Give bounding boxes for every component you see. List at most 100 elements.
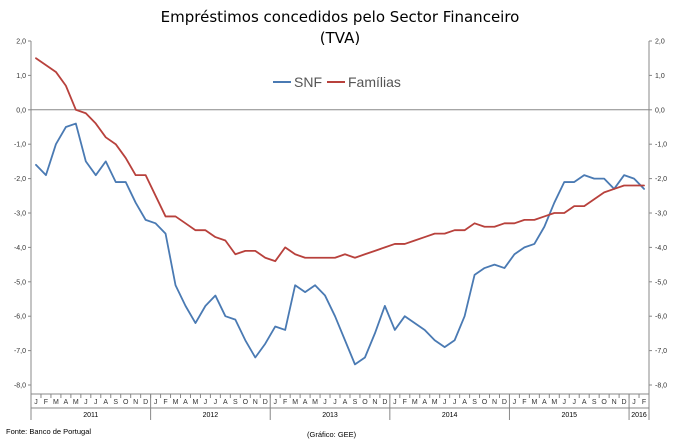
x-month-label: A <box>343 399 348 406</box>
x-month-label: S <box>472 399 477 406</box>
x-month-label: N <box>492 399 497 406</box>
x-month-label: J <box>34 399 38 406</box>
x-month-label: O <box>362 399 368 406</box>
x-month-label: J <box>563 399 567 406</box>
y-tick-label-right: 0,0 <box>655 107 665 114</box>
x-month-label: N <box>372 399 377 406</box>
x-month-label: A <box>422 399 427 406</box>
x-month-label: O <box>243 399 249 406</box>
x-month-label: J <box>333 399 337 406</box>
x-month-label: F <box>642 399 646 406</box>
y-tick-label-left: -4,0 <box>14 245 26 252</box>
x-month-label: M <box>432 399 438 406</box>
y-tick-label-right: -5,0 <box>655 279 667 286</box>
legend-label-familias: Famílias <box>348 74 401 90</box>
x-month-label: F <box>403 399 407 406</box>
x-month-label: N <box>253 399 258 406</box>
y-tick-label-left: -6,0 <box>14 314 26 321</box>
x-month-label: J <box>204 399 208 406</box>
x-year-label: 2016 <box>631 412 647 419</box>
x-month-label: D <box>143 399 148 406</box>
x-month-label: M <box>551 399 557 406</box>
x-month-label: D <box>382 399 387 406</box>
x-month-label: M <box>292 399 298 406</box>
x-year-label: 2014 <box>442 412 458 419</box>
y-tick-label-left: 1,0 <box>16 73 26 80</box>
x-month-label: D <box>622 399 627 406</box>
y-tick-label-left: 0,0 <box>16 107 26 114</box>
series-line-snf <box>35 122 645 366</box>
x-month-label: N <box>133 399 138 406</box>
y-tick-label-left: -3,0 <box>14 211 26 218</box>
x-month-label: N <box>612 399 617 406</box>
plot-area: 2,0 2,0 1,0 1,0 0,0 0,0 -1,0 -1,0 -2,0 -2,0 -3,0 -3… <box>14 39 667 420</box>
x-month-label: J <box>84 399 88 406</box>
x-month-label: M <box>193 399 199 406</box>
x-month-label: J <box>94 399 98 406</box>
x-month-label: O <box>601 399 607 406</box>
y-tick-label-right: -7,0 <box>655 348 667 355</box>
x-month-label: A <box>223 399 228 406</box>
y-tick-label-left: -5,0 <box>14 279 26 286</box>
x-month-label: F <box>44 399 48 406</box>
credit-note: (Gráfico: GEE) <box>307 430 357 439</box>
x-month-label: J <box>323 399 327 406</box>
y-tick-label-right: -3,0 <box>655 211 667 218</box>
x-month-label: J <box>273 399 277 406</box>
x-month-label: F <box>522 399 526 406</box>
chart-title: Empréstimos concedidos pelo Sector Finan… <box>161 8 520 26</box>
x-month-label: S <box>353 399 358 406</box>
y-tick-label-right: -1,0 <box>655 142 667 149</box>
x-month-label: M <box>173 399 179 406</box>
x-month-label: A <box>303 399 308 406</box>
y-tick-label-right: -4,0 <box>655 245 667 252</box>
x-month-label: S <box>113 399 118 406</box>
y-tick-label-right: -2,0 <box>655 176 667 183</box>
y-tick-label-right: -6,0 <box>655 314 667 321</box>
y-tick-label-left: 2,0 <box>16 39 26 46</box>
series-line-familias <box>35 57 645 263</box>
x-month-label: M <box>53 399 59 406</box>
legend: SNF Famílias <box>273 74 401 90</box>
x-month-label: M <box>531 399 537 406</box>
x-month-label: J <box>214 399 218 406</box>
y-tick-label-right: 2,0 <box>655 39 665 46</box>
y-tick-label-left: -7,0 <box>14 348 26 355</box>
x-month-label: F <box>283 399 287 406</box>
x-month-label: A <box>582 399 587 406</box>
x-month-label: O <box>482 399 488 406</box>
x-month-label: J <box>453 399 457 406</box>
x-month-label: S <box>233 399 238 406</box>
x-month-label: A <box>64 399 69 406</box>
x-month-label: A <box>462 399 467 406</box>
x-year-label: 2013 <box>322 412 338 419</box>
y-tick-label-left: -1,0 <box>14 142 26 149</box>
x-month-label: O <box>123 399 129 406</box>
x-month-label: D <box>502 399 507 406</box>
chart-subtitle: (TVA) <box>320 29 360 47</box>
x-month-label: J <box>513 399 517 406</box>
y-tick-label-right: -8,0 <box>655 383 667 390</box>
x-month-label: J <box>632 399 636 406</box>
x-month-label: A <box>542 399 547 406</box>
y-tick-label-left: -2,0 <box>14 176 26 183</box>
x-month-label: A <box>183 399 188 406</box>
x-month-label: M <box>412 399 418 406</box>
x-month-label: M <box>73 399 79 406</box>
y-tick-label-right: 1,0 <box>655 73 665 80</box>
x-month-label: A <box>103 399 108 406</box>
x-month-label: J <box>443 399 447 406</box>
source-note: Fonte: Banco de Portugal <box>6 427 91 436</box>
x-year-label: 2012 <box>203 412 219 419</box>
x-year-label: 2011 <box>83 412 98 419</box>
x-month-label: J <box>393 399 397 406</box>
legend-label-snf: SNF <box>294 74 322 90</box>
x-month-label: M <box>312 399 318 406</box>
x-month-label: J <box>572 399 576 406</box>
x-month-label: J <box>154 399 158 406</box>
x-month-label: F <box>163 399 167 406</box>
x-month-label: S <box>592 399 597 406</box>
x-month-label: D <box>263 399 268 406</box>
x-year-label: 2015 <box>561 412 577 419</box>
